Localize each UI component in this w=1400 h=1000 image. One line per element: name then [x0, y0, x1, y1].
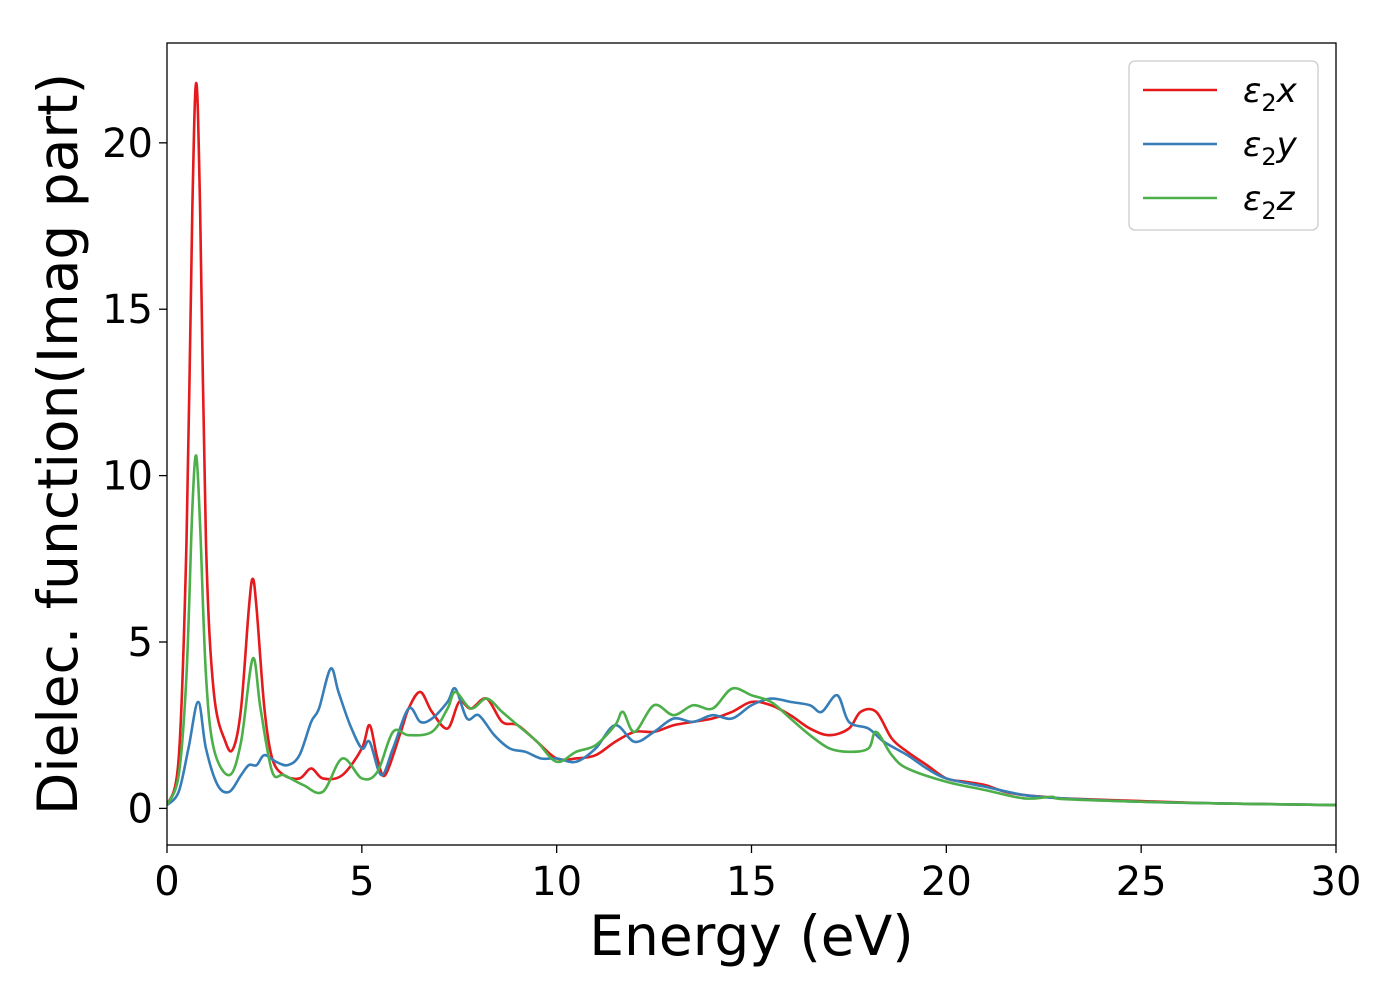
- series-line-y: [167, 667, 1336, 807]
- series-layer: [167, 81, 1336, 807]
- x-tick-label: 15: [726, 859, 777, 905]
- x-tick-label: 30: [1311, 859, 1362, 905]
- x-axis-label: Energy (eV): [589, 904, 913, 968]
- x-tick-label: 5: [349, 859, 374, 905]
- legend-label-y: ε2y: [1243, 125, 1298, 171]
- y-axis: 0 5 10 15 20: [102, 121, 167, 832]
- legend-label-x: ε2x: [1243, 71, 1298, 117]
- y-tick-label: 20: [102, 121, 153, 167]
- x-tick-label: 20: [921, 859, 972, 905]
- x-axis: 0 5 10 15 20 25 30: [154, 845, 1361, 905]
- y-axis-label: Dielec. function(Imag part): [26, 73, 90, 815]
- x-tick-label: 0: [154, 859, 179, 905]
- legend-box: [1128, 60, 1319, 231]
- y-tick-label: 5: [128, 620, 153, 666]
- y-tick-label: 0: [128, 786, 153, 832]
- x-tick-label: 10: [531, 859, 582, 905]
- series-line-z: [167, 454, 1336, 807]
- x-tick-label: 25: [1116, 859, 1167, 905]
- legend-label-z: ε2z: [1243, 179, 1296, 225]
- y-tick-label: 15: [102, 287, 153, 333]
- y-tick-label: 10: [102, 454, 153, 500]
- legend: ε2x ε2y ε2z: [1128, 60, 1319, 231]
